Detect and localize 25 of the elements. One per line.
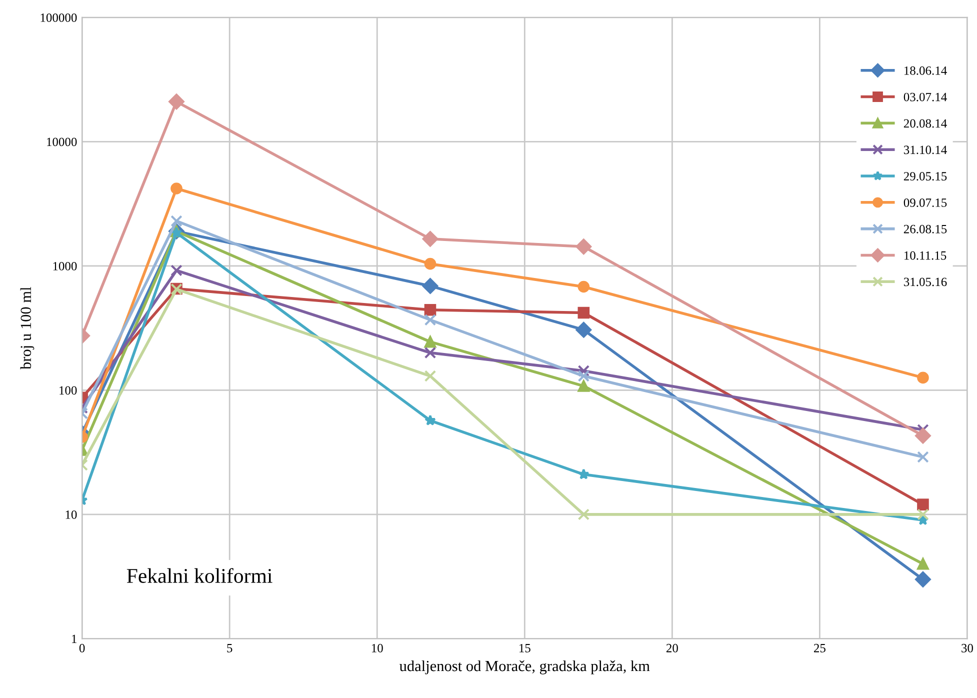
legend-label: 29.05.15 — [904, 172, 947, 181]
legend-label: 20.08.14 — [904, 119, 947, 128]
legend-label: 18.06.14 — [904, 66, 947, 75]
legend-label: 03.07.14 — [904, 92, 947, 102]
y-tick-label: 10 — [66, 510, 77, 519]
legend-label: 26.08.15 — [904, 224, 947, 234]
x-tick-label: 30 — [962, 644, 974, 652]
y-tick-label: 1 — [72, 634, 76, 644]
legend-label: 09.07.15 — [904, 198, 947, 207]
y-tick-label: 1000 — [53, 262, 77, 270]
x-tick-label: 5 — [227, 644, 232, 652]
legend-label: 31.05.16 — [904, 278, 947, 286]
y-tick-label: 10000 — [47, 138, 77, 146]
annotation: Fekalni koliformi — [126, 568, 272, 583]
legend-label: 10.11.15 — [904, 251, 946, 260]
x-axis-title: udaljenost od Morače, gradska plaža, km — [399, 660, 650, 674]
y-tick-label: 100000 — [40, 13, 77, 22]
y-tick-label: 100 — [60, 386, 77, 395]
x-tick-label: 20 — [666, 644, 678, 652]
x-tick-label: 10 — [372, 644, 383, 652]
x-tick-label: 15 — [520, 644, 530, 652]
y-axis-title: broj u 100 ml — [20, 286, 34, 370]
x-tick-label: 0 — [79, 644, 85, 652]
legend-label: 31.10.14 — [904, 146, 947, 154]
x-tick-label: 25 — [814, 644, 826, 652]
